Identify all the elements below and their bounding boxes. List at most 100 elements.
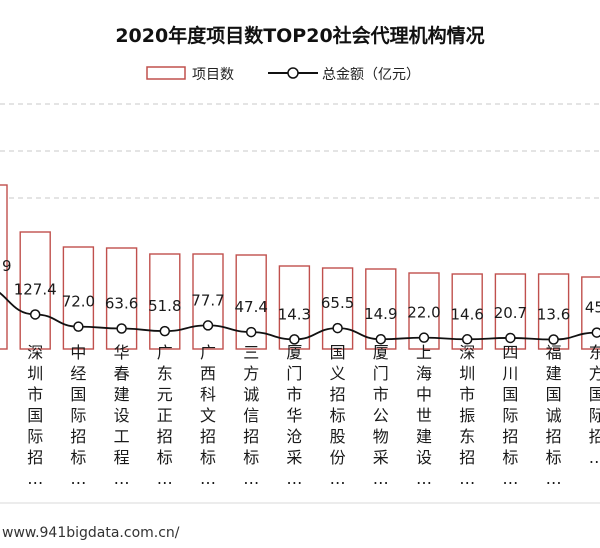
category-13-char-6: … [546,469,562,488]
category-1-char-2: 市 [27,385,43,404]
category-13-char-5: 标 [546,448,562,467]
amount-point-8 [332,322,343,334]
category-6-char-5: 标 [243,448,259,467]
category-11-char-6: … [459,469,475,488]
amount-point-12 [505,332,516,344]
category-2-char-6: … [70,469,86,488]
category-5-char-2: 科 [200,385,216,404]
amount-point-1 [29,309,41,320]
value-label-1: 127.4 [14,280,57,298]
category-7-char-1: 门 [286,364,302,383]
category-14-char-4: 招 [589,427,600,446]
category-8-char-5: 份 [330,448,346,467]
category-6-char-3: 信 [243,406,259,425]
category-11-char-2: 市 [459,385,475,404]
category-14-char-5: … [589,448,600,467]
category-13-char-3: 诚 [546,406,562,425]
category-14-char-0: 东 [589,343,600,362]
category-13-char-4: 招 [546,427,562,446]
category-9-char-6: … [373,469,389,488]
value-label-3: 63.6 [105,295,138,313]
category-6-char-2: 诚 [243,385,259,404]
legend-label-line: 总金额（亿元） [322,67,420,83]
category-9-char-3: 公 [373,406,389,425]
bar-1 [19,231,51,350]
category-7-char-5: 采 [286,448,302,467]
category-6-char-6: … [243,469,259,488]
category-10-char-0: 上 [416,343,432,362]
category-8-char-0: 国 [330,343,346,362]
category-8-char-3: 标 [330,406,346,425]
category-11-char-0: 深 [459,343,475,362]
category-12-char-3: 际 [502,406,518,425]
amount-point-2 [73,321,84,332]
amount-point-9 [375,333,387,345]
category-6-char-1: 方 [243,364,259,383]
bar-2 [62,246,95,350]
value-label-7: 14.3 [278,305,311,323]
category-10-char-2: 中 [416,385,432,404]
category-9-char-2: 市 [373,385,389,404]
category-3-char-1: 春 [114,364,130,383]
category-12-char-5: 标 [502,448,518,467]
category-7-char-2: 市 [286,385,302,404]
value-label-0: 9 [2,257,12,275]
amount-point-4 [159,325,171,337]
value-label-10: 22.0 [407,304,440,322]
category-3-char-0: 华 [114,343,130,362]
amount-point-5 [202,320,214,331]
category-8-char-4: 股 [330,427,346,446]
category-2-char-4: 招 [70,427,86,446]
bars [0,184,600,350]
value-label-4: 51.8 [148,297,181,315]
category-labels: 深圳市国际招…中经国际招标…华春建设工程…广东元正招标…广西科文招标…三方诚信招… [27,343,600,488]
category-4-char-0: 广 [157,343,173,362]
category-12-char-4: 招 [502,427,518,446]
category-6-char-0: 三 [243,343,259,362]
category-2-char-1: 经 [70,364,86,383]
legend-label-bar: 项目数 [192,67,234,83]
category-1-char-4: 际 [27,427,43,446]
category-11-char-5: 招 [459,448,475,467]
category-12-char-2: 国 [502,385,518,404]
category-3-char-6: … [114,469,130,488]
category-4-char-4: 招 [157,427,173,446]
category-12-char-6: … [502,469,518,488]
category-13-char-0: 福 [546,343,562,362]
category-11-char-1: 圳 [459,364,475,383]
category-9-char-5: 采 [373,448,389,467]
category-3-char-4: 工 [114,427,130,446]
legend: 项目数 总金额（亿元） [146,66,420,83]
category-5-char-6: … [200,469,216,488]
category-3-char-2: 建 [114,385,130,404]
category-9-char-0: 厦 [373,343,389,362]
category-10-char-1: 海 [416,364,432,383]
category-14-char-3: 际 [589,406,600,425]
category-8-char-2: 招 [330,385,346,404]
category-4-char-1: 东 [157,364,173,383]
category-1-char-0: 深 [27,343,43,362]
legend-bar-swatch [146,66,186,80]
category-12-char-0: 四 [502,343,518,362]
value-label-13: 13.6 [537,306,570,324]
category-11-char-4: 东 [459,427,475,446]
category-10-char-4: 建 [416,427,432,446]
bar-8 [321,267,354,350]
category-2-char-5: 标 [70,448,86,467]
category-13-char-1: 建 [546,364,562,383]
category-3-char-5: 程 [114,448,130,467]
category-2-char-3: 际 [70,406,86,425]
source-url: www.941bigdata.com.cn/ [2,525,180,541]
category-5-char-3: 文 [200,406,216,425]
value-label-6: 47.4 [234,298,267,316]
category-7-char-6: … [286,469,302,488]
category-7-char-0: 厦 [286,343,302,362]
bar-5 [192,253,224,350]
category-4-char-2: 元 [157,385,173,404]
amount-point-10 [418,332,430,343]
value-label-11: 14.6 [450,305,483,323]
legend-line-marker [287,67,299,79]
category-1-char-3: 国 [27,406,43,425]
category-5-char-1: 西 [200,364,216,383]
